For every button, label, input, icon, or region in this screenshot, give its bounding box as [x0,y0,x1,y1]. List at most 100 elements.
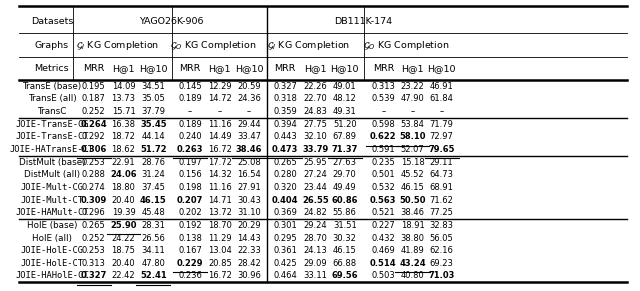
Text: 24.06: 24.06 [110,170,137,179]
Text: 0.425: 0.425 [273,259,297,268]
Text: 0.598: 0.598 [371,120,396,129]
Text: 48.12: 48.12 [333,95,356,104]
Text: 0.240: 0.240 [179,132,202,141]
Text: 22.26: 22.26 [303,82,328,91]
Text: 38.80: 38.80 [401,234,424,242]
Text: 46.15: 46.15 [333,246,356,255]
Text: YAGO26K-906: YAGO26K-906 [139,17,204,26]
Text: 14.71: 14.71 [208,196,232,205]
Text: JOIE-HATransE-CT: JOIE-HATransE-CT [10,145,94,154]
Text: 31.51: 31.51 [333,221,356,230]
Text: 24.22: 24.22 [112,234,135,242]
Text: JOIE-Mult-CT: JOIE-Mult-CT [20,196,83,205]
Text: 0.198: 0.198 [178,183,202,192]
Text: 52.07: 52.07 [401,145,424,154]
Text: 20.40: 20.40 [112,196,135,205]
Text: MRR: MRR [275,64,296,73]
Text: 11.29: 11.29 [208,234,232,242]
Text: 47.90: 47.90 [401,95,424,104]
Text: 15.18: 15.18 [401,158,424,167]
Text: 24.83: 24.83 [303,107,328,116]
Text: 0.274: 0.274 [82,183,106,192]
Text: 22.70: 22.70 [303,95,328,104]
Text: 46.91: 46.91 [430,82,454,91]
Text: 37.79: 37.79 [141,107,165,116]
Text: JOIE-HolE-CT: JOIE-HolE-CT [20,259,83,268]
Text: 69.56: 69.56 [332,272,358,281]
Text: 0.189: 0.189 [178,95,202,104]
Text: 71.79: 71.79 [429,120,454,129]
Text: JOIE-HAHolE-CT: JOIE-HAHolE-CT [15,272,89,281]
Text: 33.47: 33.47 [237,132,261,141]
Text: 16.72: 16.72 [208,145,232,154]
Text: 16.38: 16.38 [111,120,136,129]
Text: 0.202: 0.202 [179,208,202,217]
Text: 58.10: 58.10 [399,132,426,141]
Text: 67.89: 67.89 [333,132,356,141]
Text: JOIE-HolE-CG: JOIE-HolE-CG [20,246,83,255]
Text: –: – [440,107,444,116]
Text: 51.20: 51.20 [333,120,356,129]
Text: 0.263: 0.263 [177,145,204,154]
Text: 51.72: 51.72 [140,145,166,154]
Text: 0.432: 0.432 [371,234,396,242]
Text: 24.82: 24.82 [303,208,328,217]
Text: 62.16: 62.16 [429,246,454,255]
Text: 50.50: 50.50 [399,196,426,205]
Text: –: – [410,107,415,116]
Text: 0.189: 0.189 [178,120,202,129]
Text: 68.91: 68.91 [429,183,454,192]
Text: $\mathcal{G}_O$ KG Completion: $\mathcal{G}_O$ KG Completion [363,39,449,52]
Text: 56.05: 56.05 [430,234,454,242]
Text: 0.464: 0.464 [273,272,297,281]
Text: 40.80: 40.80 [401,272,424,281]
Text: 0.252: 0.252 [82,107,106,116]
Text: 0.539: 0.539 [371,95,396,104]
Text: 15.71: 15.71 [111,107,136,116]
Text: 0.313: 0.313 [82,259,106,268]
Text: 0.207: 0.207 [177,196,204,205]
Text: 34.51: 34.51 [141,82,165,91]
Text: 44.14: 44.14 [141,132,165,141]
Text: 0.296: 0.296 [82,208,106,217]
Text: 29.24: 29.24 [304,221,327,230]
Text: 30.32: 30.32 [333,234,356,242]
Text: 33.11: 33.11 [303,272,328,281]
Text: 0.443: 0.443 [273,132,297,141]
Text: 14.49: 14.49 [208,132,232,141]
Text: 18.80: 18.80 [111,183,136,192]
Text: 0.469: 0.469 [371,246,396,255]
Text: 61.84: 61.84 [429,95,454,104]
Text: 28.42: 28.42 [237,259,261,268]
Text: 0.521: 0.521 [372,208,395,217]
Text: 0.301: 0.301 [273,221,297,230]
Text: 20.29: 20.29 [237,221,261,230]
Text: 0.156: 0.156 [178,170,202,179]
Text: 14.43: 14.43 [237,234,261,242]
Text: 0.288: 0.288 [82,170,106,179]
Text: 0.404: 0.404 [272,196,298,205]
Text: 22.33: 22.33 [237,246,261,255]
Text: 55.86: 55.86 [333,208,356,217]
Text: 30.96: 30.96 [237,272,261,281]
Text: 24.13: 24.13 [303,246,328,255]
Text: 38.46: 38.46 [401,208,424,217]
Text: H@10: H@10 [235,64,263,73]
Text: 45.48: 45.48 [141,208,165,217]
Text: MRR: MRR [179,64,201,73]
Text: 0.327: 0.327 [273,82,297,91]
Text: 0.195: 0.195 [82,82,106,91]
Text: H@1: H@1 [401,64,424,73]
Text: 0.197: 0.197 [178,158,202,167]
Text: 0.265: 0.265 [82,221,106,230]
Text: 71.37: 71.37 [332,145,358,154]
Text: 28.76: 28.76 [141,158,165,167]
Text: 0.591: 0.591 [372,145,395,154]
Text: –: – [218,107,222,116]
Text: 69.23: 69.23 [429,259,454,268]
Text: JOIE-TransE-CT: JOIE-TransE-CT [15,132,89,141]
Text: 16.54: 16.54 [237,170,261,179]
Text: JOIE-HAMult-CT: JOIE-HAMult-CT [15,208,89,217]
Text: –: – [381,107,385,116]
Text: 14.72: 14.72 [208,95,232,104]
